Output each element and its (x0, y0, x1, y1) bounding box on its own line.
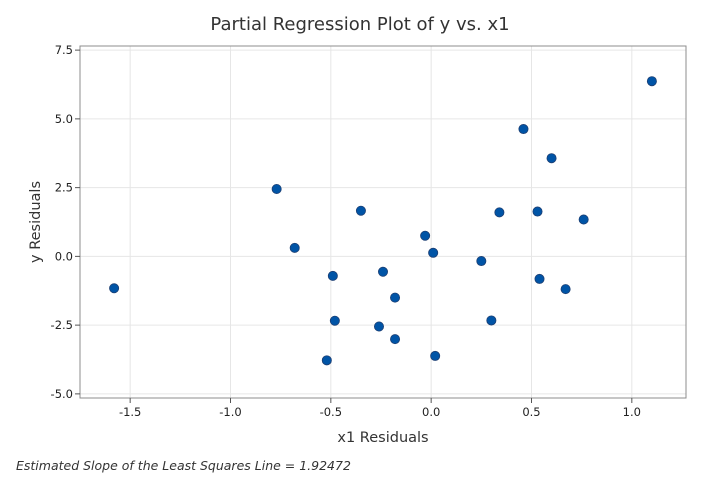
data-point (289, 242, 300, 253)
y-tick-label: -2.5 (51, 318, 73, 332)
data-point (428, 247, 439, 258)
data-point (476, 256, 487, 267)
data-point (518, 124, 529, 135)
data-point (321, 355, 332, 366)
x-axis-label: x1 Residuals (337, 430, 428, 446)
x-tick-label: -1.0 (219, 405, 241, 419)
data-point (534, 273, 545, 284)
data-point (486, 315, 497, 326)
y-tick-label: 2.5 (55, 181, 73, 195)
x-tick-label: -0.5 (320, 405, 342, 419)
chart-title: Partial Regression Plot of y vs. x1 (210, 14, 509, 35)
y-axis-label: y Residuals (28, 181, 44, 263)
data-point (532, 206, 543, 217)
data-point (546, 153, 557, 164)
data-point (390, 334, 401, 345)
plot-frame (79, 45, 687, 399)
tick-layer: -1.5 -1.0 -0.5 0.0 0.5 1.0 -5.0 -2.5 0.0 2.5 5.0 7.… (51, 43, 641, 419)
y-tick-label: 0.0 (55, 249, 73, 263)
data-point (560, 284, 571, 295)
data-point (377, 266, 388, 277)
x-tick-label: -1.5 (119, 405, 141, 419)
x-tick-label: 0.5 (522, 405, 540, 419)
x-tick-label: 1.0 (623, 405, 641, 419)
data-point (420, 230, 431, 241)
data-point (646, 76, 657, 87)
data-point (355, 205, 366, 216)
slope-footnote: Estimated Slope of the Least Squares Lin… (16, 458, 351, 473)
point-layer (109, 76, 657, 366)
grid-layer (80, 46, 686, 398)
data-point (109, 283, 120, 294)
data-point (578, 214, 589, 225)
y-tick-label: -5.0 (51, 387, 73, 401)
data-point (327, 270, 338, 281)
data-point (271, 183, 282, 194)
data-point (373, 321, 384, 332)
x-tick-label: 0.0 (422, 405, 440, 419)
data-point (329, 315, 340, 326)
data-point (430, 350, 441, 361)
data-point (494, 207, 505, 218)
y-tick-label: 5.0 (55, 112, 73, 126)
data-point (390, 292, 401, 303)
y-tick-label: 7.5 (55, 43, 73, 57)
